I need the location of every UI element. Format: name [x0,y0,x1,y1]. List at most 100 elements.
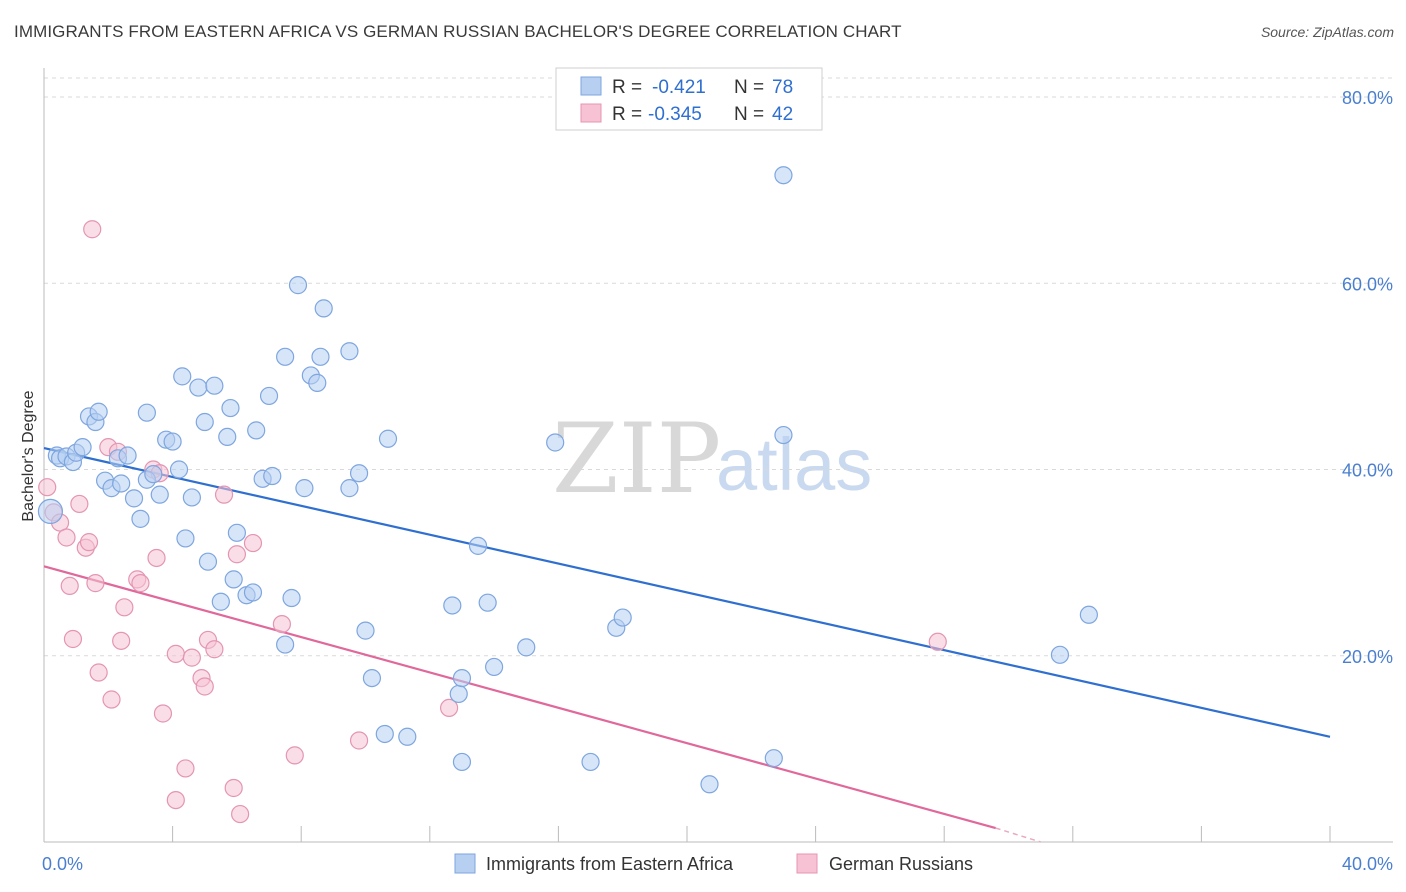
legend-n-value-2: 42 [772,104,793,125]
point-eastern-africa [276,635,295,654]
point-eastern-africa [243,583,263,602]
point-eastern-africa [517,638,536,657]
point-german-russians [285,746,304,765]
point-eastern-africa [362,668,382,688]
point-eastern-africa [452,752,472,772]
point-german-russians [102,690,121,709]
point-german-russians [205,640,224,659]
point-eastern-africa [581,752,600,772]
point-eastern-africa [137,403,156,422]
point-eastern-africa [700,775,719,794]
bottom-legend-label-1: Immigrants from Eastern Africa [486,854,734,874]
point-eastern-africa [73,438,92,457]
y-tick-label-20: 20.0% [1342,647,1393,667]
point-eastern-africa [356,621,375,640]
point-german-russians [349,731,369,750]
point-eastern-africa [340,342,359,361]
point-german-russians [166,790,185,810]
watermark-atlas: atlas [716,423,872,506]
point-german-russians [231,804,250,824]
point-eastern-africa [89,402,108,421]
legend-n-value-1: 78 [772,77,793,98]
point-eastern-africa [150,485,169,504]
trendline-eastern-africa [43,447,1331,738]
point-eastern-africa [449,684,468,704]
y-tick-labels: 20.0% 40.0% 60.0% 80.0% [1342,88,1393,667]
point-eastern-africa [131,509,150,528]
point-eastern-africa [349,464,369,483]
legend-swatch-pink [580,103,602,123]
point-eastern-africa [340,479,359,498]
point-german-russians [182,648,201,667]
y-axis-label: Bachelor's Degree [20,390,37,521]
point-german-russians [38,478,57,497]
point-eastern-africa [295,479,314,498]
point-eastern-africa [774,166,793,185]
axes [43,68,1393,843]
point-german-russians [70,494,89,514]
point-eastern-africa [224,570,243,589]
point-german-russians [60,576,79,596]
y-tick-label-80: 80.0% [1342,88,1393,108]
point-eastern-africa [124,489,144,508]
point-german-russians [86,574,105,593]
series-legend: Immigrants from Eastern Africa German Ru… [454,853,973,874]
legend-r-label-1: R = [612,77,642,98]
point-eastern-africa [276,347,295,366]
point-eastern-africa [398,727,417,746]
point-german-russians [928,632,947,651]
legend-swatch-blue [580,76,602,96]
point-german-russians [63,629,83,649]
point-eastern-africa [189,378,208,397]
legend-r-value-1: -0.421 [652,77,706,98]
point-eastern-africa [378,429,398,448]
legend-r-value-2: -0.345 [648,104,702,125]
point-german-russians [224,778,243,798]
point-eastern-africa [205,376,224,395]
point-eastern-africa [468,536,488,555]
point-german-russians [176,759,195,778]
point-eastern-africa [288,276,308,295]
y-tick-label-60: 60.0% [1342,274,1393,294]
point-eastern-africa [774,425,793,445]
trend-lines [43,447,1331,843]
point-german-russians [57,528,76,547]
point-eastern-africa [546,433,565,452]
correlation-legend: R = -0.421 N = 78 R = -0.345 N = 42 [555,67,823,131]
point-german-russians [243,533,263,553]
point-eastern-africa [375,724,394,744]
chart-title: IMMIGRANTS FROM EASTERN AFRICA VS GERMAN… [14,22,902,41]
point-eastern-africa [1079,605,1098,624]
point-eastern-africa [169,460,189,479]
y-tick-label-40: 40.0% [1342,461,1393,481]
point-eastern-africa [764,749,783,768]
point-eastern-africa [311,347,330,366]
x-tick-label-max: 40.0% [1342,854,1393,874]
point-german-russians [272,614,292,634]
point-eastern-africa [1050,645,1070,664]
point-eastern-africa [247,421,266,440]
point-eastern-africa [182,488,201,507]
bottom-legend-swatch-blue [454,853,476,874]
point-eastern-africa [263,466,282,486]
point-eastern-africa [37,498,64,525]
point-eastern-africa [218,427,237,447]
point-eastern-africa [478,593,497,612]
point-german-russians [153,704,173,723]
point-german-russians [195,677,214,696]
point-eastern-africa [613,608,632,627]
point-german-russians [147,548,166,568]
point-eastern-africa [227,523,246,542]
trendline-german-russians-extension [995,827,1041,843]
source-label: Source: ZipAtlas.com [1260,24,1394,40]
point-german-russians [112,631,131,650]
point-eastern-africa [282,588,301,608]
point-eastern-africa [198,552,218,571]
point-german-russians [115,598,134,617]
point-eastern-africa [118,446,137,465]
point-eastern-africa [308,373,327,392]
x-tick-label-min: 0.0% [42,854,83,874]
legend-n-label-2: N = [734,104,764,125]
point-eastern-africa [163,432,182,451]
